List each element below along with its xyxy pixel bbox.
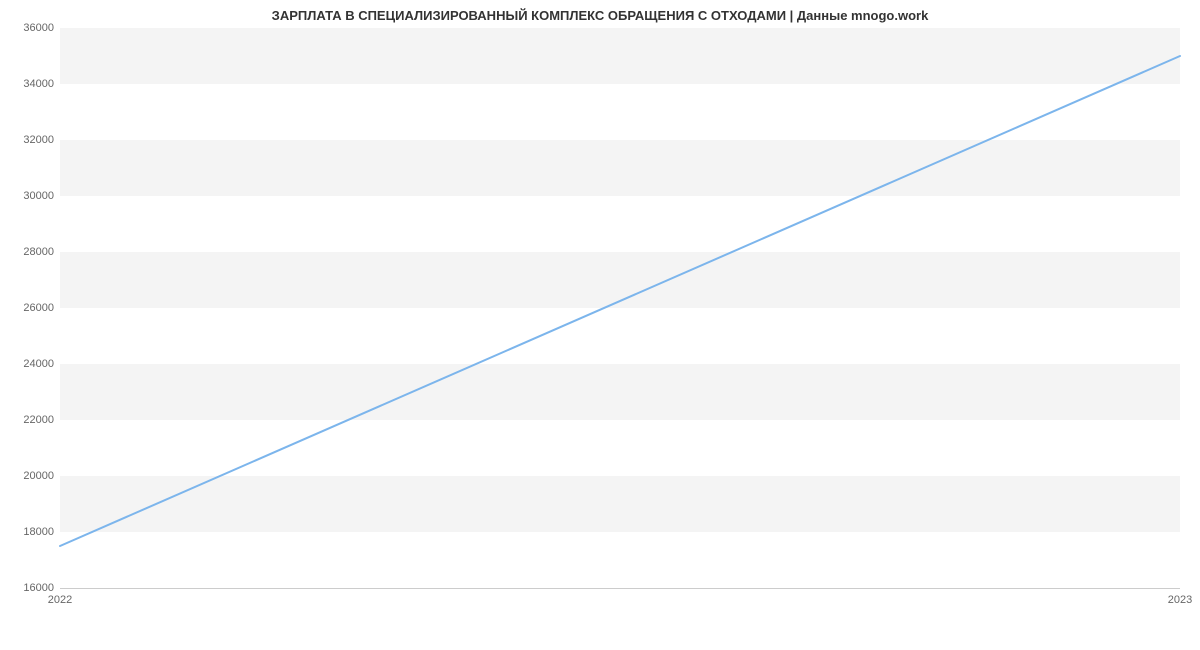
x-axis-line [60, 588, 1180, 589]
series-line-salary [60, 56, 1180, 546]
y-tick-label: 18000 [23, 526, 54, 538]
chart-title: ЗАРПЛАТА В СПЕЦИАЛИЗИРОВАННЫЙ КОМПЛЕКС О… [0, 0, 1200, 23]
y-tick-label: 30000 [23, 190, 54, 202]
x-tick-label: 2022 [48, 594, 72, 606]
x-tick-label: 2023 [1168, 594, 1192, 606]
plot-area: 1600018000200002200024000260002800030000… [60, 28, 1180, 588]
chart-container: 16000 18000 20000 22000 24000 26000 28000 30000… [0, 28, 1200, 618]
y-tick-label: 32000 [23, 134, 54, 146]
y-tick-label: 20000 [23, 470, 54, 482]
y-tick-label: 26000 [23, 302, 54, 314]
y-tick-label: 22000 [23, 414, 54, 426]
y-tick-label: 34000 [23, 78, 54, 90]
y-tick-label: 28000 [23, 246, 54, 258]
y-tick-label: 36000 [23, 22, 54, 34]
line-series-layer [60, 28, 1180, 588]
y-tick-label: 16000 [23, 582, 54, 594]
y-tick-label: 24000 [23, 358, 54, 370]
